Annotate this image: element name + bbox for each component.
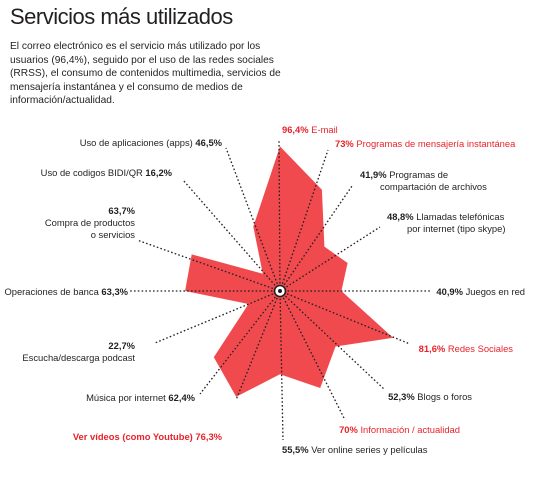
radar-category-label: 41,9% Programas de compartación de archiv… xyxy=(360,169,487,192)
radar-category-label: 70% Información / actualidad xyxy=(339,424,460,435)
radar-category-label: Ver vídeos (como Youtube) 76,3% xyxy=(73,431,223,442)
chart-intro-text: El correo electrónico es el servicio más… xyxy=(10,41,281,106)
radar-category-label: Uso de aplicaciones (apps) 46,5% xyxy=(80,137,223,148)
radar-category-label: 73% Programas de mensajería instantánea xyxy=(335,138,516,149)
radar-category-label: 52,3% Blogs o foros xyxy=(388,391,472,402)
radar-category-label: 40,9% Juegos en red xyxy=(436,286,525,297)
radar-category-label: 81,6% Redes Sociales xyxy=(419,343,514,354)
radar-category-label: Operaciones de banca 63,3% xyxy=(4,286,128,297)
radar-spoke xyxy=(235,290,281,401)
radar-spoke xyxy=(279,290,411,345)
radar-spokes xyxy=(130,139,432,441)
radar-spoke xyxy=(225,147,281,292)
radar-spoke xyxy=(279,226,381,292)
radar-category-label: 55,5% Ver online series y películas xyxy=(282,444,428,455)
radar-category-label: 63,7% Compra de productos o servicios xyxy=(45,205,136,240)
radar-category-label: Música por internet 62,4% xyxy=(86,392,196,403)
radar-spoke xyxy=(136,239,281,292)
radar-spoke xyxy=(279,290,346,421)
radar-spoke xyxy=(278,139,281,292)
radar-labels: 96,4% E-mail 73% Programas de mensajería … xyxy=(4,124,525,455)
radar-category-label: Uso de codigos BIDI/QR 16,2% xyxy=(41,167,173,178)
radar-spoke xyxy=(182,179,281,292)
radar-spoke xyxy=(279,290,386,391)
radar-category-label: 96,4% E-mail xyxy=(282,124,338,135)
radar-center-marker xyxy=(273,284,287,298)
radar-area xyxy=(185,146,394,397)
radar-category-label: 22,7% Escucha/descarga podcast xyxy=(22,340,135,363)
radar-category-label: 48,8% Llamadas telefónicas por internet (… xyxy=(387,211,505,234)
radar-spoke xyxy=(199,290,281,395)
chart-title: Servicios más utilizados xyxy=(10,4,233,29)
